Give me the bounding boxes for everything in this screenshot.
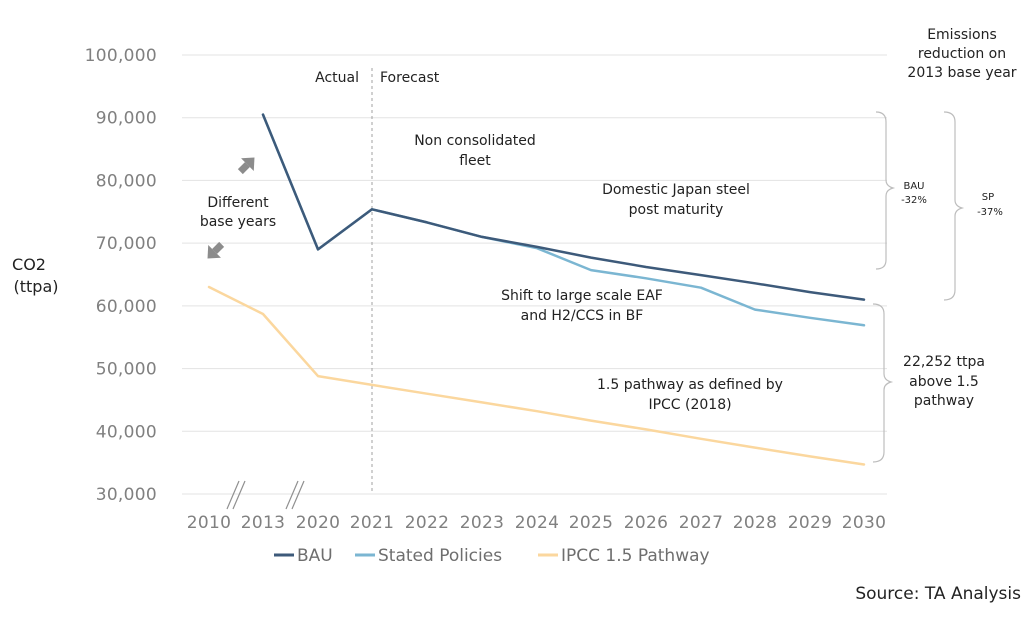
y-tick-label: 80,000 — [96, 171, 157, 191]
annotation-domestic-japan-line1: Domestic Japan steel — [602, 182, 750, 198]
legend-label: IPCC 1.5 Pathway — [561, 546, 710, 566]
x-axis-ticks: 2010 2013 2020 2021 2022 2023 2024 2025 2026 2027… — [187, 513, 886, 533]
annotation-shift-eaf-line1: Shift to large scale EAF — [501, 288, 663, 304]
x-tick-label: 2020 — [296, 513, 340, 533]
axis-break-mark — [285, 480, 299, 510]
bau-reduction-value: -32% — [901, 195, 927, 206]
y-axis-label-unit: (ttpa) — [14, 277, 59, 296]
axis-break-mark — [226, 480, 240, 510]
x-tick-label: 2022 — [405, 513, 449, 533]
x-tick-label: 2010 — [187, 513, 231, 533]
annotation-shift-eaf-line2: and H2/CCS in BF — [521, 308, 644, 324]
series-line-bau — [261, 113, 866, 301]
y-tick-label: 50,000 — [96, 360, 157, 380]
x-tick-label: 2029 — [788, 513, 832, 533]
bau-bracket — [875, 111, 896, 270]
axis-break-mark — [232, 480, 246, 510]
gap-value-line3: pathway — [914, 393, 974, 409]
gap-value-line2: above 1.5 — [909, 374, 979, 390]
legend-label: BAU — [297, 546, 333, 566]
annotation-non-consolidated-line2: fleet — [459, 153, 491, 169]
sp-bracket — [943, 111, 965, 301]
actual-label: Actual — [315, 70, 359, 86]
y-tick-label: 30,000 — [96, 485, 157, 505]
gap-value-line1: 22,252 ttpa — [903, 354, 985, 370]
axis-break-marks — [226, 480, 305, 510]
x-tick-label: 2028 — [733, 513, 777, 533]
legend: BAU Stated Policies IPCC 1.5 Pathway — [274, 546, 710, 566]
emissions-header-line3: 2013 base year — [907, 65, 1016, 81]
y-tick-label: 70,000 — [96, 234, 157, 254]
bau-reduction-label: BAU — [903, 181, 924, 192]
axis-break-mark — [291, 480, 305, 510]
gridlines — [182, 54, 887, 495]
source-note: Source: TA Analysis — [855, 584, 1021, 604]
emissions-header-line1: Emissions — [927, 27, 997, 43]
x-tick-label: 2024 — [515, 513, 559, 533]
x-tick-label: 2013 — [241, 513, 285, 533]
series-lines — [207, 113, 866, 466]
legend-label: Stated Policies — [378, 546, 502, 566]
y-axis-label: CO2 — [12, 255, 46, 274]
y-tick-label: 40,000 — [96, 422, 157, 442]
y-tick-label: 60,000 — [96, 297, 157, 317]
forecast-label: Forecast — [380, 70, 440, 86]
annotation-different-base-line1: Different — [207, 195, 269, 211]
x-tick-label: 2023 — [460, 513, 504, 533]
x-tick-label: 2030 — [842, 513, 886, 533]
y-axis-ticks: 30,000 40,000 50,000 60,000 70,000 80,000 90,0… — [85, 46, 157, 505]
series-line-ipcc-1-5-pathway — [207, 285, 866, 466]
y-tick-label: 100,000 — [85, 46, 157, 66]
annotation-pathway-def-line2: IPCC (2018) — [648, 397, 731, 413]
x-tick-label: 2027 — [679, 513, 723, 533]
sp-reduction-label: SP — [982, 192, 994, 203]
x-tick-label: 2026 — [624, 513, 668, 533]
gap-bracket — [872, 303, 894, 463]
x-tick-label: 2025 — [569, 513, 613, 533]
y-tick-label: 90,000 — [96, 109, 157, 129]
arrow-down-left-icon — [207, 241, 225, 259]
arrow-up-right-icon — [237, 157, 255, 175]
annotation-pathway-def-line1: 1.5 pathway as defined by — [597, 377, 783, 393]
sp-reduction-value: -37% — [977, 207, 1003, 218]
annotation-different-base-line2: base years — [200, 214, 276, 230]
annotation-non-consolidated-line1: Non consolidated — [414, 133, 536, 149]
annotation-domestic-japan-line2: post maturity — [629, 202, 724, 218]
x-tick-label: 2021 — [350, 513, 394, 533]
emissions-header-line2: reduction on — [918, 46, 1006, 62]
